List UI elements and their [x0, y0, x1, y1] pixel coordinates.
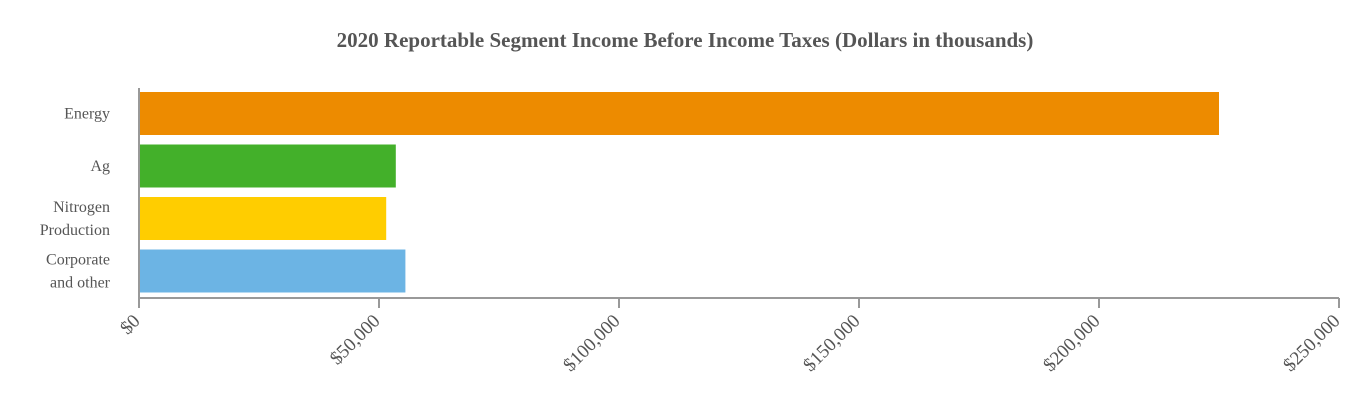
bars-group — [140, 92, 1219, 293]
bar-energy — [140, 92, 1219, 135]
x-tick-label: $100,000 — [559, 311, 624, 376]
category-label: Ag — [90, 158, 110, 175]
x-ticks-group: $0 $50,000 $100,000 $150,000 $200,000 $250,00… — [116, 298, 1345, 376]
x-tick-label: $250,000 — [1279, 311, 1344, 376]
bar-corporate-and-other — [140, 249, 406, 293]
x-tick-label: $200,000 — [1039, 311, 1104, 376]
category-label: Energy — [64, 106, 110, 123]
category-label: Corporate — [46, 252, 110, 269]
x-tick-label: $150,000 — [799, 311, 864, 376]
category-labels-group: Energy Ag Nitrogen Production Corporate and o… — [40, 106, 111, 292]
x-tick-label: $50,000 — [326, 311, 385, 370]
x-tick-label: $0 — [116, 311, 144, 339]
bar-ag — [140, 144, 396, 188]
category-label: and other — [50, 275, 111, 292]
category-label: Production — [40, 222, 110, 239]
chart-title: 2020 Reportable Segment Income Before In… — [336, 28, 1034, 52]
bar-nitrogen-production — [140, 197, 387, 240]
category-label: Nitrogen — [53, 199, 110, 216]
